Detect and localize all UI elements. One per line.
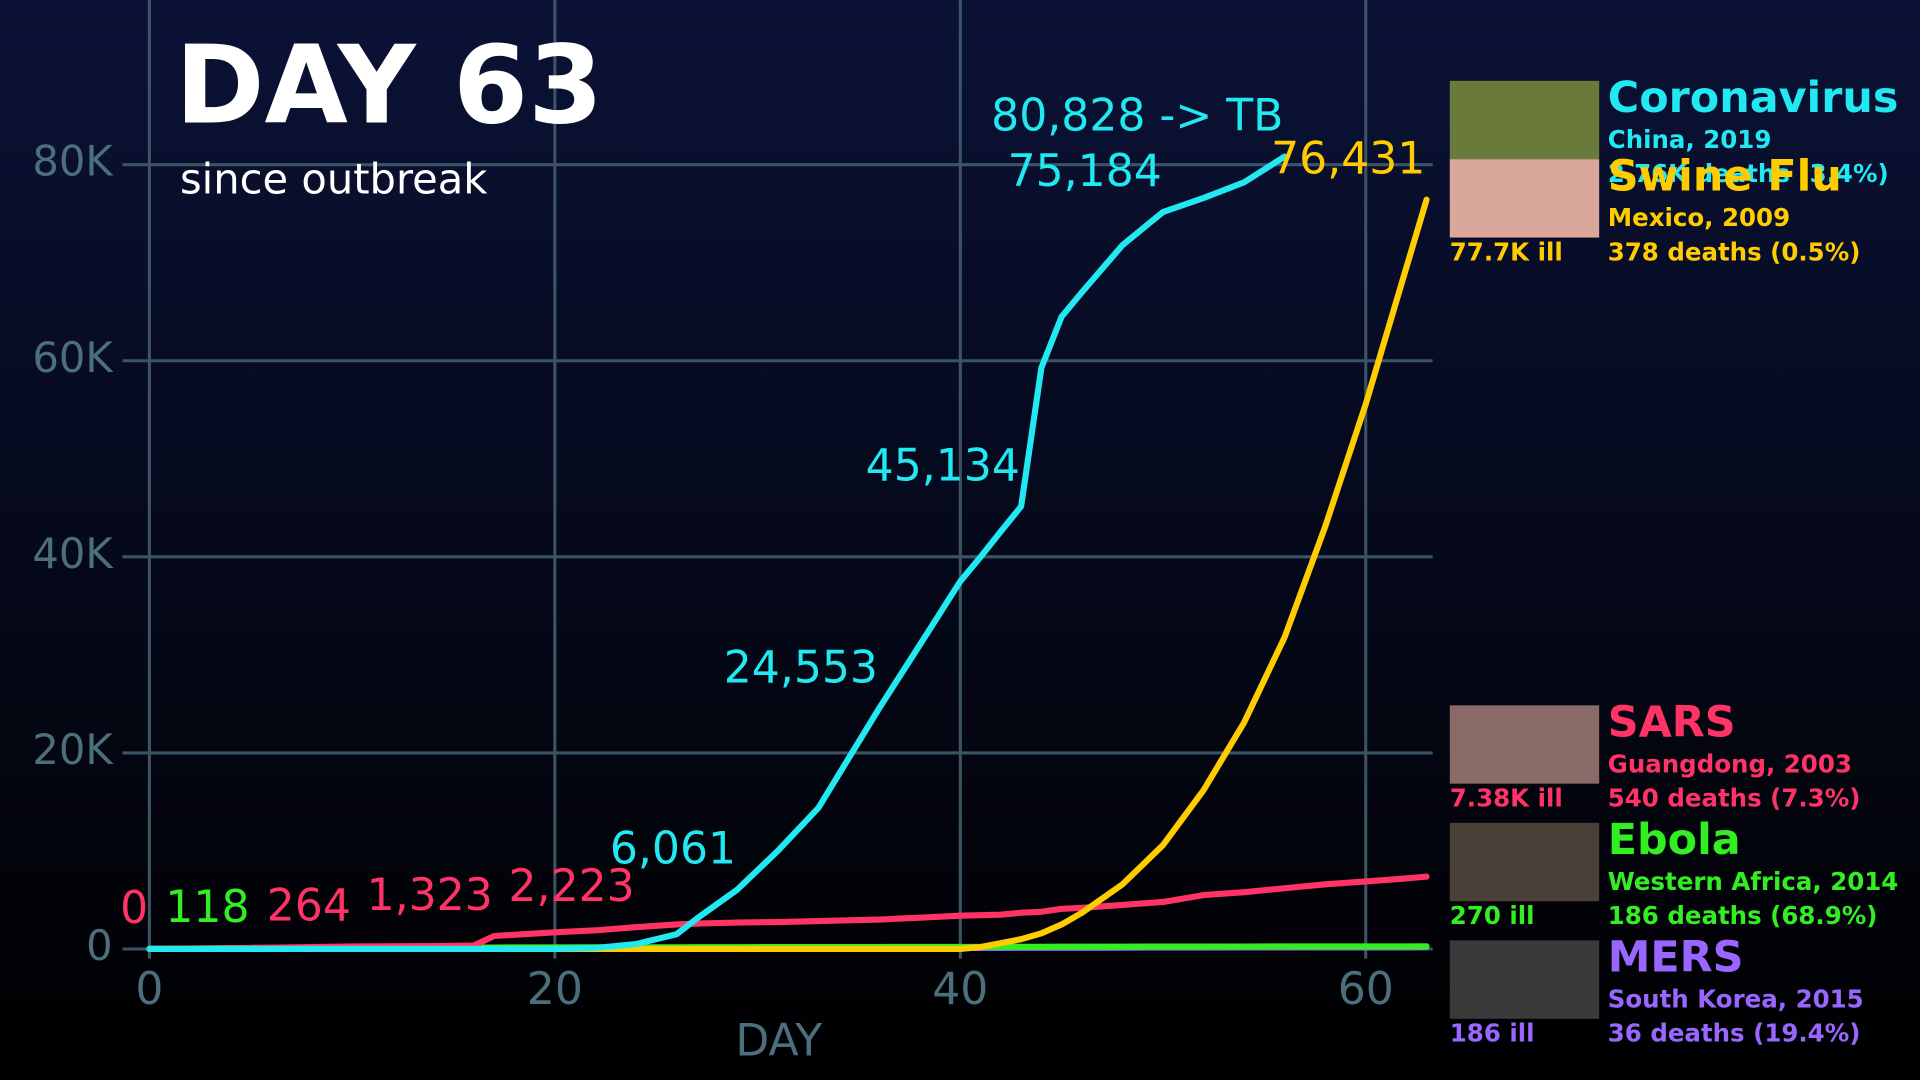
value-label: 24,553 <box>724 642 878 693</box>
value-label: 75,184 <box>1008 146 1162 197</box>
value-label: 2,223 <box>509 861 635 912</box>
legend-place: Guangdong, 2003 <box>1608 749 1852 778</box>
y-tick-label: 0 <box>86 921 112 970</box>
grid: 0 20K 40K 60K 80K 0 20 40 60 <box>32 0 1433 1015</box>
x-tick-label: 40 <box>932 964 988 1015</box>
x-tick-label: 60 <box>1338 964 1394 1015</box>
legend-ill: 77.7K ill <box>1450 237 1563 266</box>
legend-deaths: 36 deaths (19.4%) <box>1608 1019 1861 1048</box>
value-label: 80,828 -> TB <box>991 91 1283 142</box>
legend-image <box>1449 80 1600 160</box>
legend-image <box>1449 159 1600 238</box>
legend-ill: 270 ill <box>1450 901 1535 930</box>
y-tick-label: 20K <box>32 725 114 774</box>
legend-name: Swine Flu <box>1608 151 1842 201</box>
y-tick-label: 40K <box>32 529 114 578</box>
legend-deaths: 378 deaths (0.5%) <box>1608 237 1861 266</box>
legend-image <box>1449 940 1600 1019</box>
legend-place: China, 2019 <box>1608 125 1772 154</box>
y-tick-label: 80K <box>32 137 114 186</box>
value-label: 6,061 <box>610 824 736 875</box>
value-label: 1,323 <box>367 870 493 921</box>
legend-name: Coronavirus <box>1608 73 1899 123</box>
legend-ill: 7.38K ill <box>1450 784 1563 813</box>
legend-name: Ebola <box>1608 815 1741 865</box>
chart-subtitle: since outbreak <box>180 154 487 203</box>
legend-name: MERS <box>1608 933 1744 983</box>
value-label: 118 <box>165 882 249 933</box>
legend-deaths: 540 deaths (7.3%) <box>1608 784 1861 813</box>
value-label: 45,134 <box>866 441 1020 492</box>
lines <box>146 153 1430 953</box>
value-label: 0 <box>120 883 148 934</box>
x-tick-label: 0 <box>135 964 163 1015</box>
legend-ill: 186 ill <box>1450 1019 1535 1048</box>
y-tick-label: 60K <box>32 333 114 382</box>
x-tick-label: 20 <box>527 964 583 1015</box>
legend-image <box>1449 705 1600 784</box>
chart-title: DAY 63 <box>175 23 603 148</box>
legend-name: SARS <box>1608 697 1736 747</box>
legend-place: Western Africa, 2014 <box>1608 867 1899 896</box>
value-label: 76,431 <box>1271 134 1425 185</box>
legend-image <box>1449 822 1600 902</box>
value-label: 264 <box>267 880 351 931</box>
data-line <box>146 873 1430 953</box>
legend-place: South Korea, 2015 <box>1608 984 1864 1013</box>
data-line <box>146 153 1288 953</box>
x-axis-label: DAY <box>735 1015 823 1066</box>
legend-deaths: 186 deaths (68.9%) <box>1608 901 1878 930</box>
legend-deaths: 2.76K deaths (3.4%) <box>1608 159 1889 188</box>
legend-place: Mexico, 2009 <box>1608 203 1790 232</box>
